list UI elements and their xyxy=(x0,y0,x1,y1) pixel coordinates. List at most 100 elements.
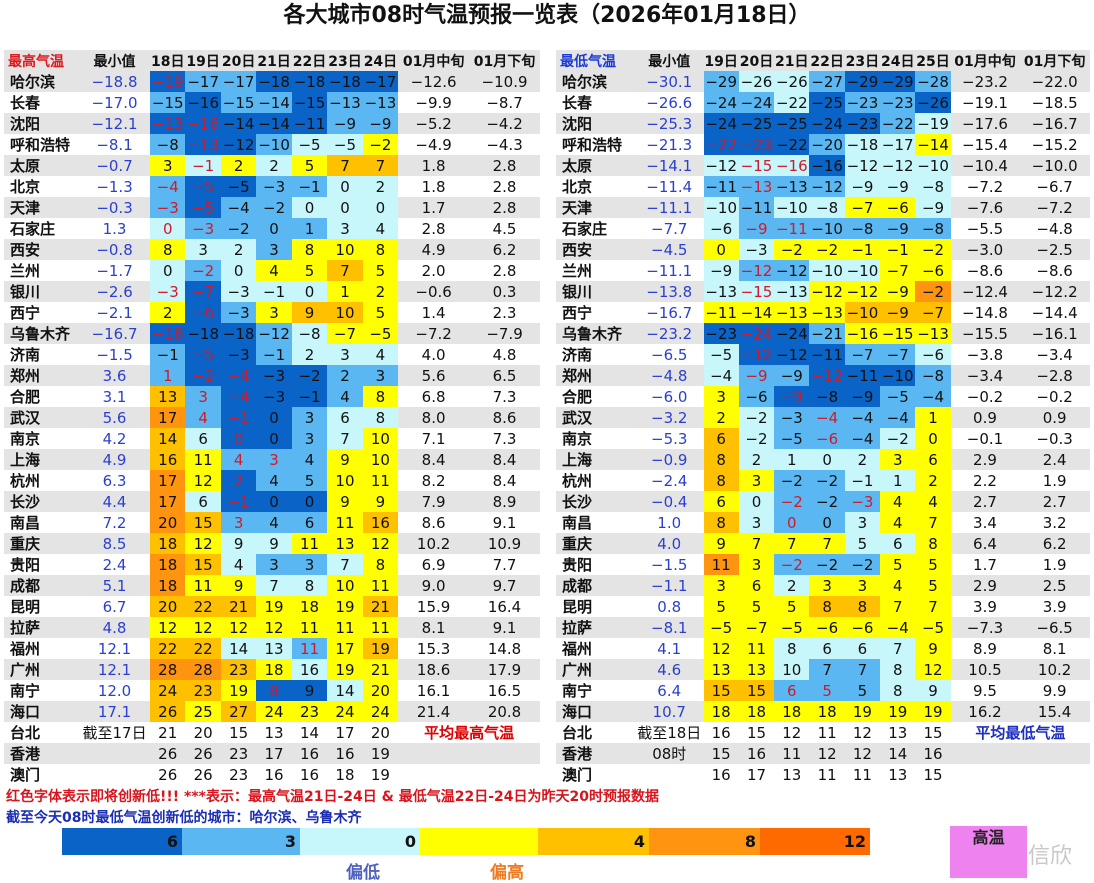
forecast-cell: 3 xyxy=(703,575,739,596)
forecast-cell: −12 xyxy=(809,281,845,302)
column-header: 最小值 xyxy=(634,50,704,71)
city-name: 长春 xyxy=(562,94,593,112)
late-month-avg: −18.5 xyxy=(1031,93,1078,112)
forecast-cell: −1 xyxy=(880,239,916,260)
min-value: 6.7 xyxy=(102,597,127,616)
forecast-cell: 1 xyxy=(149,365,186,386)
forecast-cell: −23 xyxy=(738,134,775,155)
min-value xyxy=(635,764,704,785)
forecast-cell: −29 xyxy=(703,71,739,92)
forecast-cell: 16 xyxy=(149,449,186,470)
city-name: 北京 xyxy=(562,178,593,196)
forecast-cell: 2 xyxy=(915,470,951,491)
city-name: 上海 xyxy=(4,449,80,470)
forecast-cell: 19 xyxy=(880,701,916,722)
late-month-avg: 6.2 xyxy=(469,239,540,260)
mid-month-avg xyxy=(951,764,1020,785)
late-month-avg: −2.5 xyxy=(1019,239,1090,260)
min-value: −8.1 xyxy=(96,135,133,154)
forecast-cell: 16 xyxy=(327,743,363,764)
table-row: 拉萨 4.8 12 12 12 12 11 11 11 8.1 9.1 xyxy=(4,617,540,638)
min-value: −30.1 xyxy=(634,71,704,92)
late-month-avg: 2.8 xyxy=(469,197,540,218)
min-value: 4.1 xyxy=(657,639,682,658)
forecast-cell: 14 xyxy=(220,638,257,659)
forecast-cell: 13 xyxy=(256,638,292,659)
city-name: 济南 xyxy=(10,346,41,364)
mid-month-avg: −23.2 xyxy=(950,71,1020,92)
forecast-cell: −13 xyxy=(327,92,363,113)
forecast-cell: −12 xyxy=(844,281,881,302)
late-month-avg: 4.8 xyxy=(492,345,517,364)
table-row: 成都 5.1 18 11 9 7 8 10 11 9.0 9.7 xyxy=(4,575,540,596)
late-month-avg: 3.2 xyxy=(1042,513,1067,532)
forecast-cell: 11 xyxy=(362,617,399,638)
min-value: −1.5 xyxy=(96,345,133,364)
forecast-cell: −9 xyxy=(362,113,399,134)
forecast-cell: −10 xyxy=(844,260,881,281)
city-name: 重庆 xyxy=(4,533,80,554)
forecast-cell: 0 xyxy=(327,176,363,197)
table-row: 兰州 −11.1 −9 −12 −12 −10 −10 −7 −6 −8.6 −8.6 xyxy=(556,260,1090,281)
forecast-cell: −13 xyxy=(703,281,739,302)
forecast-cell: 2 xyxy=(291,344,328,365)
min-value: 12.1 xyxy=(79,659,150,680)
min-value: −16.7 xyxy=(79,323,150,344)
min-value: −7.7 xyxy=(651,219,688,238)
forecast-cell: 12 xyxy=(809,743,845,764)
forecast-cell: −10 xyxy=(915,155,951,176)
forecast-cell: −7 xyxy=(844,344,881,365)
forecast-cell: −9 xyxy=(880,176,916,197)
city-name: 广州 xyxy=(556,659,635,680)
late-month-avg: 9.9 xyxy=(1042,681,1067,700)
forecast-cell: 9 xyxy=(291,680,328,701)
forecast-cell: 17 xyxy=(149,407,186,428)
forecast-cell: 10 xyxy=(362,428,399,449)
forecast-cell: −9 xyxy=(880,302,916,323)
forecast-cell: 18 xyxy=(256,659,292,680)
table-row: 南昌 1.0 8 3 0 0 3 4 7 3.4 3.2 xyxy=(556,512,1090,533)
table-row: 贵阳 −1.5 11 3 −2 −2 −2 5 5 1.7 1.9 xyxy=(556,554,1090,575)
forecast-cell: 15 xyxy=(923,765,943,784)
late-month-avg: 2.8 xyxy=(492,177,517,196)
min-value: −26.6 xyxy=(646,93,693,112)
min-value: −2.1 xyxy=(96,303,133,322)
forecast-cell: −11 xyxy=(738,197,775,218)
table-row: 西安 −0.8 8 3 2 3 8 10 8 4.9 6.2 xyxy=(4,239,540,260)
forecast-cell: 22 xyxy=(185,596,221,617)
forecast-cell: 6 xyxy=(185,428,221,449)
city-name: 郑州 xyxy=(556,365,635,386)
forecast-cell: 4 xyxy=(362,344,399,365)
forecast-cell: 13 xyxy=(888,765,908,784)
forecast-cell: 8 xyxy=(291,239,328,260)
forecast-cell: 17 xyxy=(335,723,355,742)
table-row: 昆明 0.8 5 5 5 8 8 7 7 3.9 3.9 xyxy=(556,596,1090,617)
late-month-avg: 4.5 xyxy=(492,219,517,238)
forecast-cell: 0 xyxy=(774,512,810,533)
late-month-avg: −4.2 xyxy=(469,113,540,134)
mid-month-avg: 2.9 xyxy=(950,449,1020,470)
forecast-cell: 7 xyxy=(362,155,399,176)
city-name: 澳门 xyxy=(562,766,593,784)
forecast-cell: 24 xyxy=(362,701,399,722)
late-month-avg: −7.2 xyxy=(1019,197,1090,218)
forecast-cell: 5 xyxy=(844,680,881,701)
city-name: 拉萨 xyxy=(4,617,80,638)
mid-month-avg: −0.2 xyxy=(966,387,1004,406)
column-header: 23日 xyxy=(844,50,881,71)
min-value: −0.8 xyxy=(79,239,150,260)
city-name: 昆明 xyxy=(10,598,41,616)
forecast-cell: −3 xyxy=(185,218,221,239)
mid-month-avg: 8.1 xyxy=(398,617,470,638)
forecast-cell: −5 xyxy=(362,323,399,344)
city-name: 贵阳 xyxy=(10,556,41,574)
forecast-cell: −2 xyxy=(844,554,881,575)
mid-month-avg: 1.8 xyxy=(398,155,470,176)
forecast-cell: 6 xyxy=(327,407,363,428)
mid-month-avg: 3.4 xyxy=(973,513,997,532)
forecast-cell: 2 xyxy=(362,281,399,302)
forecast-cell: 1 xyxy=(291,218,328,239)
city-name: 福州 xyxy=(562,640,593,658)
forecast-cell: −17 xyxy=(185,71,221,92)
min-value: −0.4 xyxy=(634,491,704,512)
